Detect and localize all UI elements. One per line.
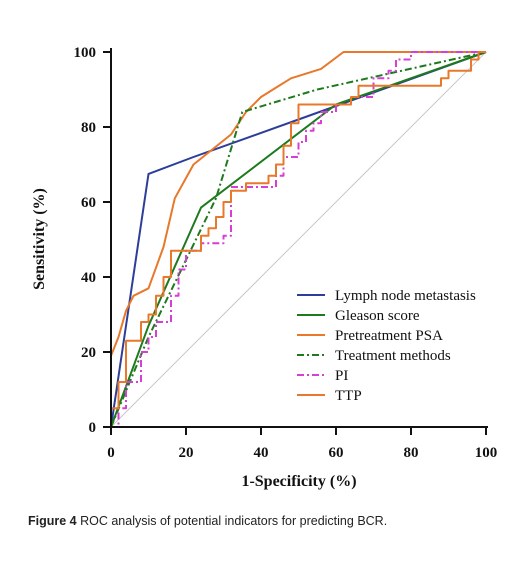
legend-label: PI xyxy=(335,368,348,384)
legend-label: Treatment methods xyxy=(335,348,451,364)
x-tick-label: 60 xyxy=(329,445,344,461)
series-line-ttp xyxy=(110,51,486,427)
y-tick-label: 0 xyxy=(89,420,97,436)
y-axis-title: Sensitivity (%) xyxy=(31,188,48,290)
y-tick-label: 60 xyxy=(81,195,96,211)
series-line-gleason-score xyxy=(110,51,487,428)
axes-layer: 0 20 40 60 80 100 0 20 40 60 80 100 xyxy=(74,45,498,461)
legend-label: TTP xyxy=(335,388,362,404)
legend-label: Pretreatment PSA xyxy=(335,328,443,344)
x-axis-title: 1-Specificity (%) xyxy=(241,473,356,490)
legend: Lymph node metastasis Gleason score Pretre… xyxy=(297,288,476,404)
y-tick-label: 40 xyxy=(81,270,96,286)
reference-diagonal xyxy=(110,51,487,428)
x-tick-label: 20 xyxy=(179,445,194,461)
legend-label: Gleason score xyxy=(335,308,420,324)
x-tick-label: 0 xyxy=(107,445,115,461)
x-tick-label: 100 xyxy=(475,445,498,461)
figure-caption: Figure 4 ROC analysis of potential indic… xyxy=(28,514,508,528)
figure-caption-text: ROC analysis of potential indicators for… xyxy=(76,514,388,528)
series-layer xyxy=(110,51,487,428)
series-line-pretreatment-psa xyxy=(110,51,486,427)
legend-label: Lymph node metastasis xyxy=(335,288,476,304)
x-tick-label: 80 xyxy=(404,445,419,461)
y-tick-label: 100 xyxy=(74,45,97,61)
reference-line-layer xyxy=(110,51,487,428)
series-line-pi xyxy=(111,51,486,428)
x-tick-label: 40 xyxy=(254,445,269,461)
y-tick-label: 80 xyxy=(81,120,96,136)
figure-label: Figure 4 xyxy=(28,514,77,528)
y-tick-label: 20 xyxy=(81,345,96,361)
